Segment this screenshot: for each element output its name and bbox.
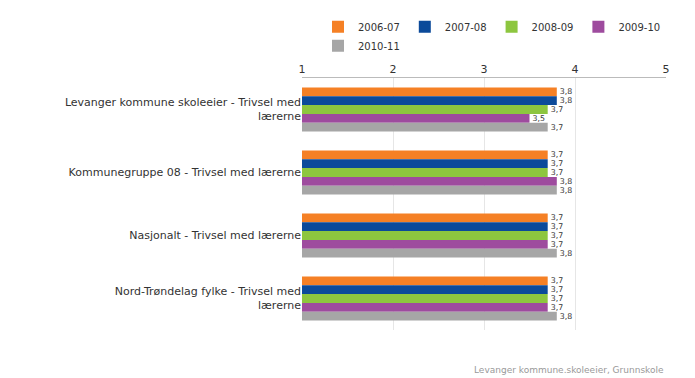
svg-text:3,7: 3,7 xyxy=(551,213,563,222)
svg-text:Levanger kommune.skoleeier, Gr: Levanger kommune.skoleeier, Grunnskole xyxy=(474,365,664,375)
svg-text:2009-10: 2009-10 xyxy=(618,22,660,33)
svg-text:3,7: 3,7 xyxy=(551,294,563,303)
svg-text:2006-07: 2006-07 xyxy=(358,22,400,33)
svg-text:3,7: 3,7 xyxy=(551,285,563,294)
svg-text:Levanger kommune skoleeier - T: Levanger kommune skoleeier - Trivsel med… xyxy=(65,96,301,123)
svg-text:3,7: 3,7 xyxy=(551,159,563,168)
svg-text:2: 2 xyxy=(390,63,397,76)
svg-text:3,7: 3,7 xyxy=(551,150,563,159)
svg-text:3,7: 3,7 xyxy=(551,222,563,231)
svg-text:Nasjonalt - Trivsel med lærern: Nasjonalt - Trivsel med lærerne xyxy=(129,229,301,242)
svg-text:3,7: 3,7 xyxy=(551,168,563,177)
svg-text:1: 1 xyxy=(299,63,306,76)
svg-text:3,7: 3,7 xyxy=(551,303,563,312)
svg-text:3,7: 3,7 xyxy=(551,123,563,132)
svg-text:2007-08: 2007-08 xyxy=(445,22,487,33)
svg-text:3,8: 3,8 xyxy=(560,186,572,195)
svg-text:2008-09: 2008-09 xyxy=(532,22,574,33)
svg-text:3,8: 3,8 xyxy=(560,96,572,105)
svg-text:2010-11: 2010-11 xyxy=(358,41,400,52)
svg-text:3,5: 3,5 xyxy=(533,114,545,123)
svg-text:4: 4 xyxy=(572,63,579,76)
svg-text:5: 5 xyxy=(663,63,670,76)
svg-text:Kommunegruppe 08 - Trivsel med: Kommunegruppe 08 - Trivsel med lærerne xyxy=(69,166,302,179)
svg-text:3,7: 3,7 xyxy=(551,240,563,249)
svg-text:3,7: 3,7 xyxy=(551,276,563,285)
svg-text:Nord-Trøndelag fylke - Trivsel: Nord-Trøndelag fylke - Trivsel medlærern… xyxy=(115,285,301,312)
svg-text:3,7: 3,7 xyxy=(551,105,563,114)
svg-text:3,8: 3,8 xyxy=(560,249,572,258)
svg-text:3: 3 xyxy=(481,63,488,76)
svg-text:3,8: 3,8 xyxy=(560,87,572,96)
svg-text:3,7: 3,7 xyxy=(551,231,563,240)
svg-text:3,8: 3,8 xyxy=(560,177,572,186)
svg-text:3,8: 3,8 xyxy=(560,312,572,321)
